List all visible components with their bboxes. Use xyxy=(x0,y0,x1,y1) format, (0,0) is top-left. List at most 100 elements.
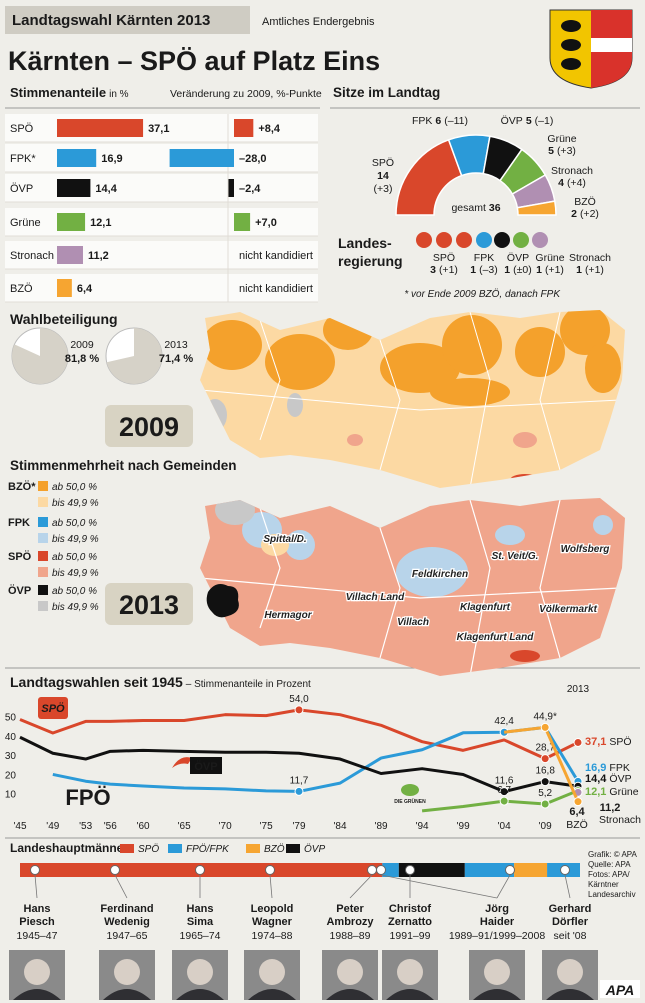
bar xyxy=(169,149,234,167)
legend-label: bis 49,9 % xyxy=(52,602,99,613)
x-tick-label: '89 xyxy=(375,821,388,832)
legend-swatch xyxy=(38,551,48,561)
photo-head xyxy=(397,959,423,985)
point-marker xyxy=(294,705,304,715)
photo-body xyxy=(13,989,61,1000)
connector xyxy=(496,874,511,899)
logo-box xyxy=(190,757,222,774)
seat-label: Grüne xyxy=(547,133,576,145)
x-tick-label: '04 xyxy=(498,821,511,832)
map-2009 xyxy=(200,310,625,488)
photo-body xyxy=(176,989,224,1000)
person-last-name: Ambrozy xyxy=(326,916,374,928)
person-term: 1965–74 xyxy=(180,930,221,942)
seat-change: (+3) xyxy=(374,183,393,195)
person-last-name: Wedenig xyxy=(104,916,150,928)
district-label: Villach Land xyxy=(346,592,405,603)
legend-swatch xyxy=(38,497,48,507)
connector xyxy=(349,874,373,899)
seat-label-part: (+3) xyxy=(557,145,576,157)
government-label: SPÖ xyxy=(433,252,455,264)
seat-value: 14 xyxy=(377,170,389,182)
chart-title-part: Stimmenanteile xyxy=(10,85,106,100)
photo-head xyxy=(24,959,50,985)
connector xyxy=(269,874,273,899)
district-label: Klagenfurt Land xyxy=(457,632,535,643)
district-label: Hermagor xyxy=(264,610,312,621)
category-label: FPK* xyxy=(10,153,36,165)
credit: Quelle: APA xyxy=(588,860,631,869)
x-tick-label: '53 xyxy=(79,821,92,832)
coat-of-arms xyxy=(549,9,633,89)
seat-label-part: (+2) xyxy=(580,208,599,220)
legend-swatch xyxy=(246,844,260,853)
government-value-part: 1 xyxy=(536,264,542,276)
photo-head xyxy=(187,959,213,985)
value-label: 16,9 xyxy=(101,153,122,165)
legend-swatch xyxy=(286,844,300,853)
chart-title-part: in % xyxy=(109,89,129,100)
term-bar xyxy=(514,863,548,877)
government-value: 1 (±0) xyxy=(504,264,531,276)
value-label: 54,0 xyxy=(289,694,309,705)
photo-body xyxy=(473,989,521,1000)
chart-title: Wahlbeteiligung xyxy=(10,311,118,327)
credit: Kärntner xyxy=(588,880,619,889)
value-label: 44,9* xyxy=(533,711,556,722)
pie-value: 71,4 % xyxy=(159,353,193,365)
person-first-name: Peter xyxy=(336,903,364,915)
category-label: Grüne xyxy=(10,217,41,229)
value-label: 11,2 xyxy=(88,250,109,262)
credit: Grafik: © APA xyxy=(588,850,638,859)
x-tick-label: '70 xyxy=(219,821,232,832)
map-title: Stimmenmehrheit nach Gemeinden xyxy=(10,458,237,473)
seat-label: Stronach xyxy=(551,165,593,177)
term-bar xyxy=(382,863,399,877)
value-label: 5,2 xyxy=(538,788,552,799)
x-tick-label: '45 xyxy=(13,821,26,832)
person-first-name: Christof xyxy=(389,903,432,915)
legend-label: BZÖ xyxy=(264,843,285,855)
end-label-part: SPÖ xyxy=(609,736,631,748)
photo-body xyxy=(326,989,374,1000)
pie-slice xyxy=(12,328,68,385)
end-label-part: FPK xyxy=(609,762,629,774)
logo-text: SPÖ xyxy=(41,702,65,715)
x-tick-label: '84 xyxy=(334,821,347,832)
seat-label-part: 2 xyxy=(571,208,577,220)
footnote: * vor Ende 2009 BZÖ, danach FPK xyxy=(404,288,561,300)
term-marker xyxy=(505,865,515,875)
chart-title: Stimmenanteile in % xyxy=(10,85,129,100)
seat-label: 5 (+3) xyxy=(548,145,576,157)
x-tick-label: '99 xyxy=(457,821,470,832)
page-title: Kärnten – SPÖ auf Platz Eins xyxy=(8,46,380,76)
series-line xyxy=(19,735,579,794)
x-tick-label: '56 xyxy=(104,821,117,832)
term-marker xyxy=(560,865,570,875)
bar xyxy=(228,179,234,197)
person-last-name: Sima xyxy=(187,916,214,928)
category-label: BZÖ xyxy=(10,283,33,295)
series-line xyxy=(19,708,579,761)
term-marker xyxy=(265,865,275,875)
end-label-part: 37,1 xyxy=(585,736,606,748)
bar xyxy=(57,179,91,197)
value-label: 11,6 xyxy=(495,776,514,787)
seat-total: gesamt 36 xyxy=(451,202,500,214)
seat-label-part: (–11) xyxy=(444,115,468,127)
connector xyxy=(380,874,498,899)
government-label: FPK xyxy=(474,252,494,264)
legend-party: ÖVP xyxy=(8,584,31,597)
kicker-box xyxy=(5,6,250,34)
logo-shape xyxy=(401,784,419,796)
value-label: 16,8 xyxy=(535,766,555,777)
chart-title: Sitze im Landtag xyxy=(333,85,440,100)
district-label: Villach xyxy=(397,617,429,628)
seat-dot xyxy=(513,232,529,248)
term-marker xyxy=(110,865,120,875)
category-label: ÖVP xyxy=(10,183,33,195)
end-label-name: BZÖ xyxy=(566,819,588,831)
term-bar xyxy=(464,863,515,877)
value-label: 14,4 xyxy=(95,183,117,195)
photo-head xyxy=(114,959,140,985)
